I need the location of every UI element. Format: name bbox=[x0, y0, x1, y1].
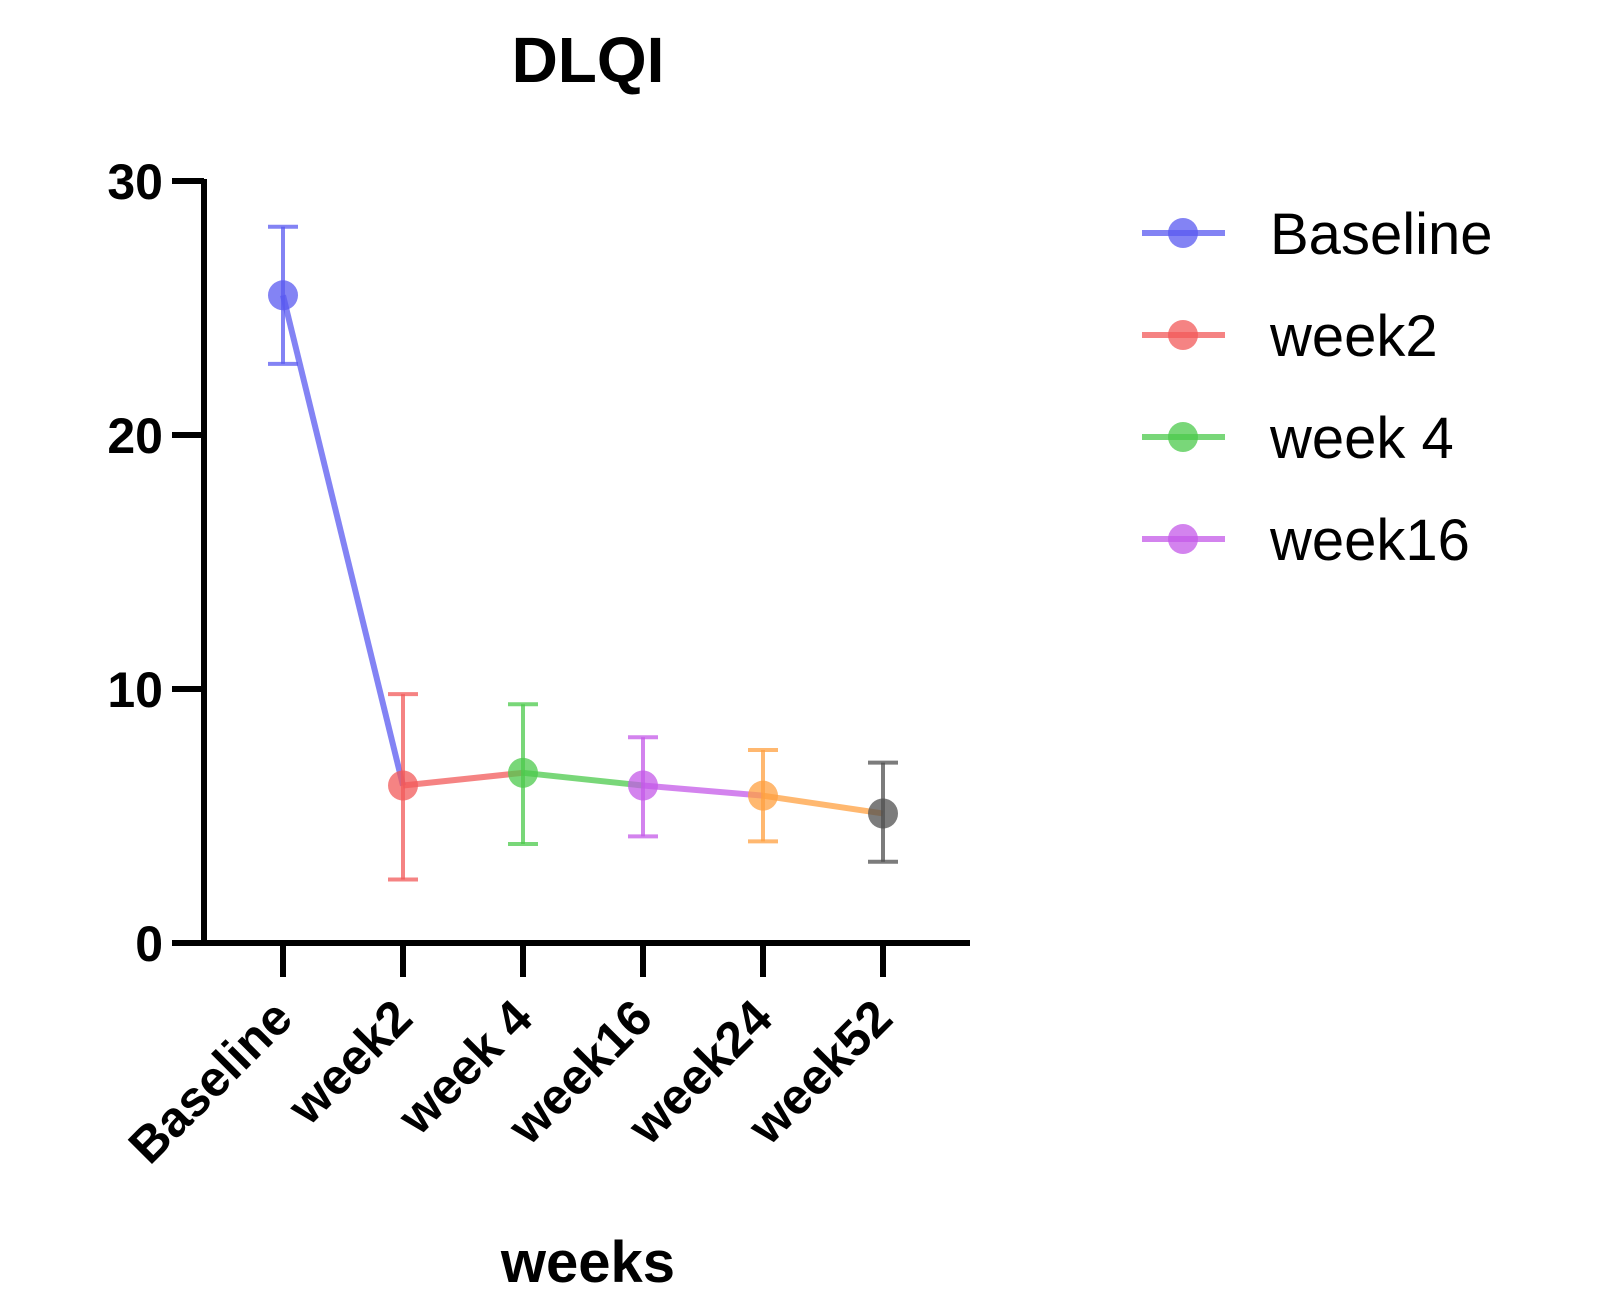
legend-label: week16 bbox=[1269, 508, 1470, 573]
series-line-segment bbox=[522, 769, 644, 789]
legend-marker bbox=[1168, 320, 1198, 350]
axes bbox=[201, 179, 970, 946]
y-ticks: 0 10 20 30 bbox=[107, 154, 204, 972]
series-line-segment bbox=[762, 792, 884, 817]
legend-item: week16 bbox=[1142, 508, 1470, 573]
data-point bbox=[868, 798, 898, 829]
data-point bbox=[268, 280, 298, 311]
y-tick-label: 30 bbox=[107, 154, 163, 210]
legend: Baseline week2 week 4 week16 bbox=[1142, 202, 1492, 573]
series-line-segment bbox=[402, 769, 524, 789]
series-line-segment bbox=[280, 294, 406, 787]
data-point bbox=[508, 757, 538, 788]
legend-item: Baseline bbox=[1142, 202, 1492, 267]
data-point bbox=[748, 780, 778, 811]
y-tick-label: 10 bbox=[107, 662, 163, 718]
data-markers bbox=[268, 280, 898, 829]
data-point bbox=[388, 770, 418, 801]
x-tick-label: Baseline bbox=[118, 989, 303, 1174]
legend-item: week 4 bbox=[1142, 406, 1454, 471]
series-lines bbox=[280, 294, 884, 817]
x-axis-label: weeks bbox=[500, 1230, 675, 1295]
legend-marker bbox=[1168, 524, 1198, 554]
y-tick-label: 0 bbox=[135, 916, 163, 972]
legend-marker bbox=[1168, 422, 1198, 452]
legend-marker bbox=[1168, 218, 1198, 248]
y-tick-label: 20 bbox=[107, 408, 163, 464]
chart-title: DLQI bbox=[512, 24, 665, 96]
legend-label: week 4 bbox=[1269, 406, 1454, 471]
legend-label: Baseline bbox=[1270, 202, 1492, 267]
legend-item: week2 bbox=[1142, 304, 1438, 369]
legend-label: week2 bbox=[1269, 304, 1438, 369]
data-point bbox=[628, 770, 658, 801]
series-line-segment bbox=[642, 782, 764, 799]
